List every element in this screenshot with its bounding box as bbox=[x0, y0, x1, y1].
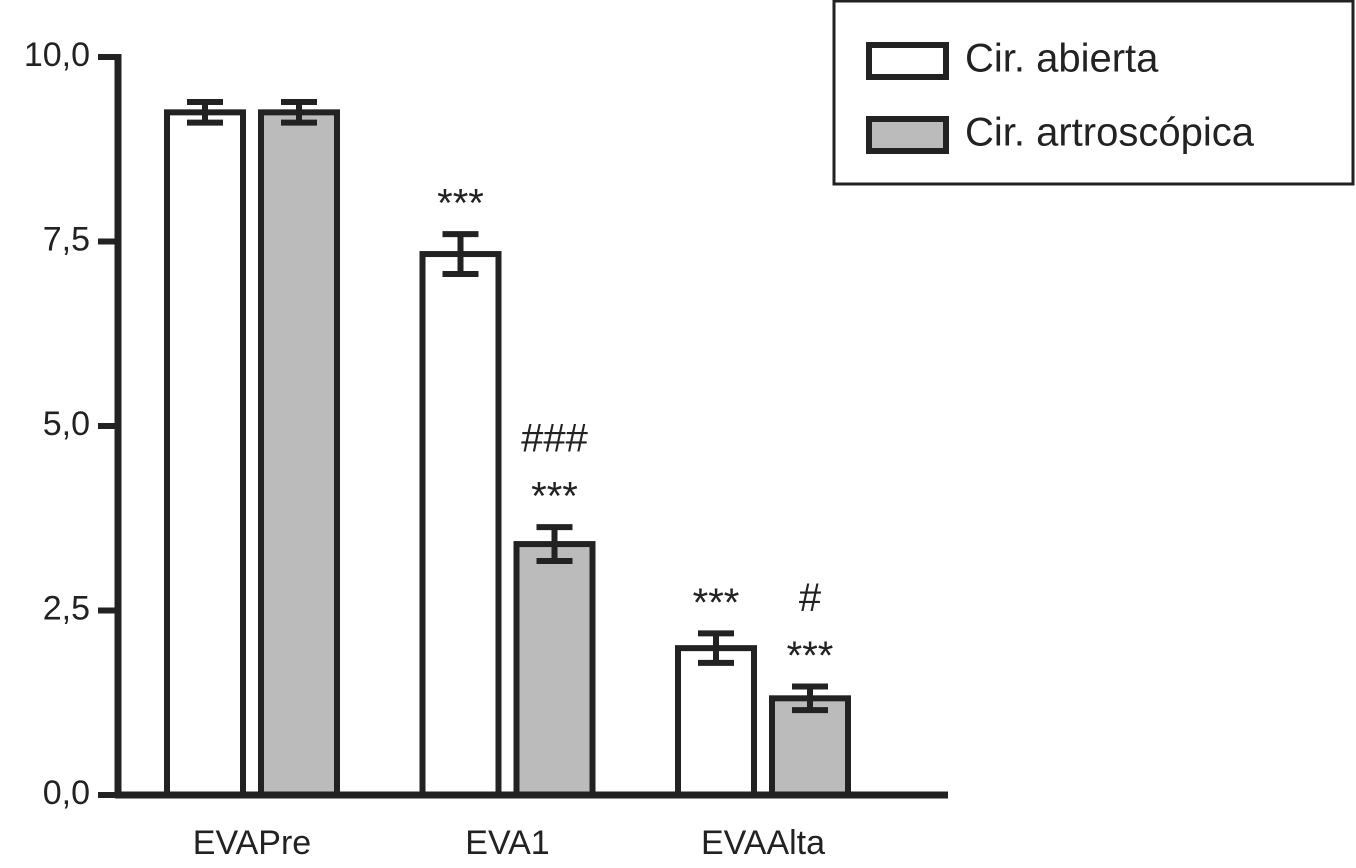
x-tick-label: EVAPre bbox=[193, 824, 311, 862]
significance-mark: *** bbox=[531, 475, 578, 519]
error-bar bbox=[281, 99, 317, 126]
significance-mark: *** bbox=[437, 182, 484, 226]
error-bar bbox=[442, 231, 479, 277]
significance-mark: *** bbox=[693, 581, 740, 625]
legend-box bbox=[832, 0, 1355, 186]
significance-mark: # bbox=[799, 576, 822, 620]
legend-label: Cir. abierta bbox=[965, 37, 1159, 81]
y-tick-label: 7,5 bbox=[43, 220, 90, 258]
significance-mark: ### bbox=[521, 417, 588, 461]
bar bbox=[164, 109, 246, 799]
y-tick-label: 0,0 bbox=[43, 774, 90, 812]
bar bbox=[513, 541, 596, 799]
bar bbox=[675, 645, 757, 798]
bar bbox=[258, 109, 340, 799]
error-bar bbox=[792, 683, 828, 714]
legend-swatch bbox=[866, 42, 949, 80]
y-tick-label: 10,0 bbox=[24, 36, 90, 74]
error-bar bbox=[536, 524, 573, 565]
y-tick-label: 2,5 bbox=[43, 589, 90, 627]
legend-label: Cir. artroscópica bbox=[965, 111, 1255, 155]
x-tick-label: EVA1 bbox=[465, 824, 549, 862]
y-tick-label: 5,0 bbox=[43, 405, 90, 443]
bar bbox=[419, 251, 502, 798]
x-tick-label: EVAAlta bbox=[701, 824, 825, 862]
error-bar bbox=[187, 99, 223, 126]
error-bar bbox=[698, 630, 734, 666]
legend-swatch bbox=[866, 116, 949, 154]
significance-mark: *** bbox=[787, 634, 834, 678]
